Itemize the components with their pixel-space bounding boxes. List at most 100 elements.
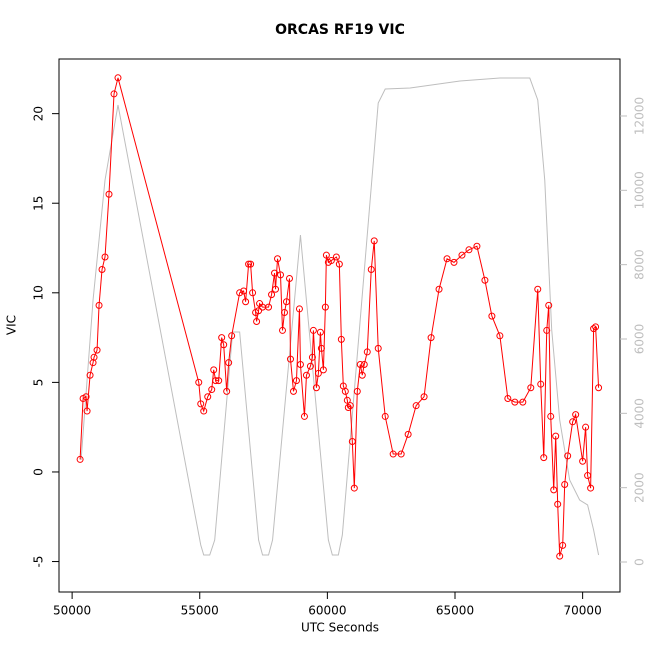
point (584, 472, 592, 480)
point (292, 377, 300, 385)
point (90, 353, 98, 361)
point (309, 326, 317, 334)
point (346, 402, 354, 410)
point (285, 274, 293, 282)
point (381, 412, 389, 420)
point (537, 380, 545, 388)
point (592, 323, 600, 331)
point (582, 423, 590, 431)
point (228, 332, 236, 340)
x-tick-label: 50000 (53, 604, 91, 618)
point (86, 371, 94, 379)
point (247, 260, 255, 268)
point (335, 260, 343, 268)
point (195, 378, 203, 386)
point (496, 332, 504, 340)
point (404, 430, 412, 438)
point (249, 289, 257, 297)
point (327, 257, 335, 265)
series-line (80, 77, 600, 556)
point (316, 328, 324, 336)
point (427, 334, 435, 342)
point (105, 190, 113, 198)
point (590, 325, 598, 333)
point (223, 387, 231, 395)
point (519, 398, 527, 406)
point (306, 362, 314, 370)
point (552, 432, 560, 440)
y2-tick-label: 4000 (633, 398, 647, 429)
point (308, 353, 316, 361)
x-axis-label: UTC Seconds (301, 621, 379, 635)
point (286, 355, 294, 363)
point (82, 393, 90, 401)
point (76, 455, 84, 463)
point (337, 335, 345, 343)
point (488, 312, 496, 320)
y2-tick-label: 12000 (633, 97, 647, 135)
point (197, 400, 205, 408)
point (317, 344, 325, 352)
point (420, 393, 428, 401)
point (363, 348, 371, 356)
point (295, 305, 303, 313)
y2-tick-label: 8000 (633, 249, 647, 280)
point (473, 242, 481, 250)
point (210, 366, 218, 374)
point (587, 484, 595, 492)
y-tick-label: 10 (32, 285, 46, 300)
point (101, 253, 109, 261)
point (279, 326, 287, 334)
point (208, 386, 216, 394)
point (504, 395, 512, 403)
point (450, 258, 458, 266)
point (200, 407, 208, 415)
point (93, 346, 101, 354)
point (274, 255, 282, 263)
point (435, 285, 443, 293)
point (374, 344, 382, 352)
point (443, 255, 451, 263)
point (312, 384, 320, 392)
y-tick-label: 0 (32, 468, 46, 476)
point (569, 418, 577, 426)
point (465, 246, 473, 254)
x-tick-label: 65000 (436, 604, 474, 618)
point (322, 251, 330, 259)
point (545, 301, 553, 309)
y-tick-label: 5 (32, 379, 46, 387)
point (245, 260, 253, 268)
y-tick-label: 15 (32, 196, 46, 211)
point (296, 360, 304, 368)
y2-tick-label: 10000 (633, 171, 647, 209)
point (204, 393, 212, 401)
point (356, 360, 364, 368)
point (527, 384, 535, 392)
point (360, 360, 368, 368)
point (240, 287, 248, 295)
point (564, 452, 572, 460)
point (595, 384, 603, 392)
chart-title: ORCAS RF19 VIC (275, 22, 405, 38)
point (559, 541, 567, 549)
point (83, 407, 91, 415)
point (220, 341, 228, 349)
point (550, 486, 558, 494)
point (215, 377, 223, 385)
x-tick-label: 55000 (181, 604, 219, 618)
y-tick-label: 20 (32, 106, 46, 121)
point (343, 396, 351, 404)
point (225, 359, 233, 367)
point (314, 369, 322, 377)
point (218, 334, 226, 342)
point (98, 266, 106, 274)
point (289, 387, 297, 395)
point (242, 298, 250, 306)
point (511, 398, 519, 406)
point (300, 412, 308, 420)
point (353, 387, 361, 395)
y2-tick-label: 2000 (633, 472, 647, 503)
point (302, 371, 310, 379)
y-tick-label: -5 (32, 556, 46, 568)
